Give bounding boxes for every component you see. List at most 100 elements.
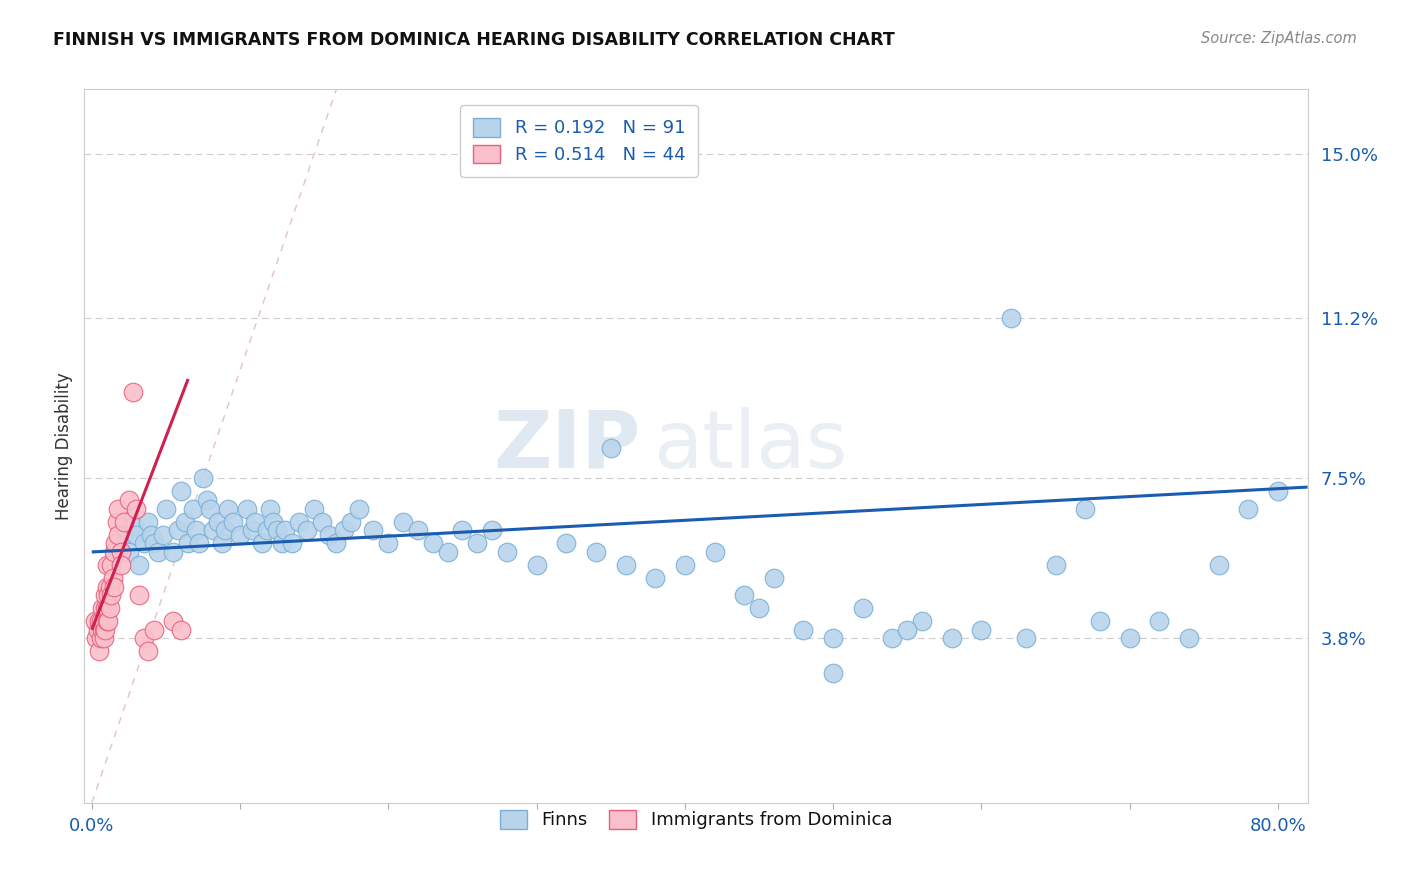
Point bbox=[89, 614, 111, 628]
Point bbox=[155, 501, 177, 516]
Point bbox=[325, 536, 347, 550]
Point bbox=[136, 644, 159, 658]
Point bbox=[295, 524, 318, 538]
Point bbox=[91, 623, 114, 637]
Point bbox=[89, 644, 111, 658]
Point bbox=[852, 601, 875, 615]
Point bbox=[941, 632, 963, 646]
Point bbox=[1074, 501, 1097, 516]
Point bbox=[1015, 632, 1038, 646]
Point bbox=[673, 558, 696, 572]
Point bbox=[166, 524, 188, 538]
Point bbox=[110, 558, 132, 572]
Point bbox=[200, 501, 222, 516]
Text: FINNISH VS IMMIGRANTS FROM DOMINICA HEARING DISABILITY CORRELATION CHART: FINNISH VS IMMIGRANTS FROM DOMINICA HEAR… bbox=[53, 31, 896, 49]
Point bbox=[823, 632, 845, 646]
Point bbox=[318, 527, 340, 541]
Point bbox=[112, 527, 135, 541]
Point bbox=[105, 515, 128, 529]
Point bbox=[174, 515, 197, 529]
Point bbox=[98, 601, 121, 615]
Point bbox=[177, 536, 200, 550]
Point bbox=[422, 536, 444, 550]
Point bbox=[101, 571, 124, 585]
Point bbox=[882, 632, 904, 646]
Point bbox=[93, 623, 115, 637]
Point bbox=[84, 632, 107, 646]
Point bbox=[125, 501, 148, 516]
Point bbox=[266, 524, 288, 538]
Point bbox=[496, 545, 519, 559]
Point bbox=[911, 614, 934, 628]
Point bbox=[243, 515, 266, 529]
Point bbox=[377, 536, 399, 550]
Text: atlas: atlas bbox=[654, 407, 848, 485]
Point bbox=[703, 545, 725, 559]
Point bbox=[122, 519, 145, 533]
Point bbox=[143, 623, 166, 637]
Point bbox=[122, 384, 145, 399]
Point bbox=[83, 614, 105, 628]
Point bbox=[259, 501, 281, 516]
Point bbox=[221, 515, 243, 529]
Point bbox=[93, 614, 115, 628]
Point bbox=[197, 493, 219, 508]
Point bbox=[1178, 632, 1201, 646]
Point bbox=[526, 558, 548, 572]
Point bbox=[125, 527, 148, 541]
Point bbox=[98, 580, 121, 594]
Point bbox=[100, 558, 122, 572]
Point bbox=[107, 527, 129, 541]
Point bbox=[311, 515, 333, 529]
Point bbox=[97, 588, 120, 602]
Point bbox=[187, 536, 209, 550]
Point bbox=[733, 588, 755, 602]
Point bbox=[614, 558, 637, 572]
Point bbox=[256, 524, 278, 538]
Point bbox=[262, 515, 284, 529]
Point bbox=[211, 536, 233, 550]
Point bbox=[103, 545, 125, 559]
Text: ZIP: ZIP bbox=[494, 407, 641, 485]
Point bbox=[162, 545, 184, 559]
Point bbox=[229, 527, 252, 541]
Point bbox=[644, 571, 666, 585]
Point bbox=[1000, 311, 1022, 326]
Point bbox=[214, 524, 236, 538]
Point bbox=[96, 601, 118, 615]
Point bbox=[128, 588, 150, 602]
Point bbox=[1088, 614, 1111, 628]
Point bbox=[202, 524, 225, 538]
Point bbox=[896, 623, 918, 637]
Point bbox=[333, 524, 356, 538]
Point bbox=[94, 601, 117, 615]
Point bbox=[191, 471, 214, 485]
Point bbox=[1267, 484, 1289, 499]
Point bbox=[132, 632, 155, 646]
Point bbox=[110, 545, 132, 559]
Point bbox=[100, 588, 122, 602]
Point bbox=[436, 545, 458, 559]
Point bbox=[288, 515, 311, 529]
Point bbox=[181, 501, 204, 516]
Point bbox=[104, 536, 127, 550]
Point bbox=[128, 558, 150, 572]
Point bbox=[363, 524, 385, 538]
Point bbox=[252, 536, 274, 550]
Point bbox=[90, 614, 112, 628]
Y-axis label: Hearing Disability: Hearing Disability bbox=[55, 372, 73, 520]
Text: Source: ZipAtlas.com: Source: ZipAtlas.com bbox=[1201, 31, 1357, 46]
Point bbox=[112, 515, 135, 529]
Point bbox=[1208, 558, 1230, 572]
Point bbox=[406, 524, 429, 538]
Point bbox=[94, 588, 117, 602]
Point bbox=[240, 524, 263, 538]
Point bbox=[217, 501, 239, 516]
Point bbox=[162, 614, 184, 628]
Point bbox=[90, 632, 112, 646]
Point bbox=[132, 536, 155, 550]
Point bbox=[86, 623, 108, 637]
Point bbox=[451, 524, 474, 538]
Point bbox=[207, 515, 229, 529]
Point bbox=[139, 527, 162, 541]
